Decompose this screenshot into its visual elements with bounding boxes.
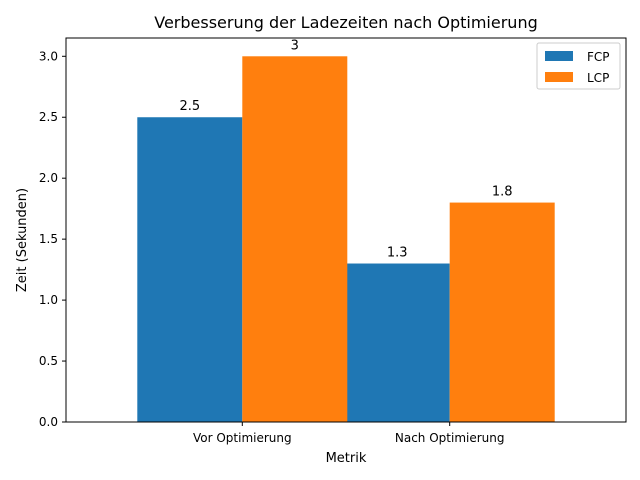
y-tick-label: 2.5 [39,110,58,124]
y-tick-label: 1.0 [39,293,58,307]
y-tick-label: 3.0 [39,49,58,63]
chart-title: Verbesserung der Ladezeiten nach Optimie… [154,13,537,32]
y-tick-label: 0.5 [39,354,58,368]
x-tick-label: Nach Optimierung [395,431,505,445]
y-tick-label: 0.0 [39,415,58,429]
bar-lcp-1 [449,202,555,422]
legend-label-lcp: LCP [587,71,609,85]
plot-frame [65,37,627,423]
bar-lcp-0 [242,56,348,422]
bar-fcp-0 [137,117,243,423]
data-label-fcp-1: 1.3 [387,246,408,261]
data-label-fcp-0: 2.5 [179,99,200,114]
bar-fcp-1 [344,263,450,422]
axes-layer: 0.0 0.5 1.0 1.5 2.0 2.5 3.0 Vor Optimierung Nach… [39,37,627,445]
legend-label-fcp: FCP [587,50,610,64]
legend-swatch-fcp [545,51,573,61]
data-label-lcp-1: 1.8 [492,185,513,200]
y-axis-title: Zeit (Sekunden) [15,188,30,292]
data-label-lcp-0: 3 [291,38,299,53]
legend: FCP LCP [536,42,621,90]
y-tick-label: 2.0 [39,171,58,185]
bars-layer [137,56,555,423]
labels-layer: 2.5 1.3 3 1.8 [179,38,512,260]
x-axis-title: Metrik [326,451,367,466]
legend-swatch-lcp [545,72,573,82]
x-tick-label: Vor Optimierung [193,431,292,445]
y-tick-label: 1.5 [39,232,58,246]
